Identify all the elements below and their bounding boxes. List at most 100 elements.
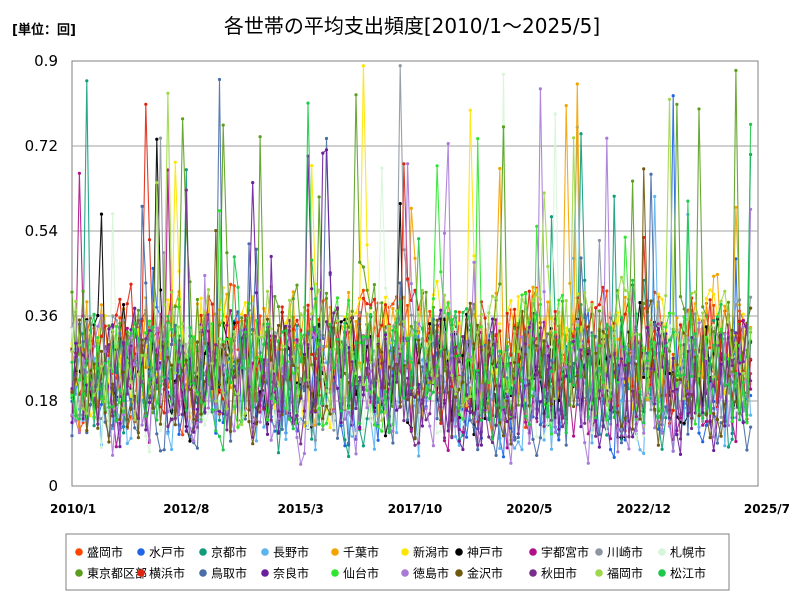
data-point [225,353,229,357]
data-point [232,369,236,373]
data-point [494,296,498,300]
data-point [232,321,236,325]
data-point [605,430,609,434]
data-point [712,330,716,334]
data-point [122,318,126,322]
data-point [254,247,258,251]
data-point [129,282,133,286]
data-point [225,428,229,432]
data-point [199,361,203,365]
data-point [335,436,340,440]
data-point [177,432,181,436]
data-point [524,420,528,424]
data-point [627,447,631,451]
data-point [136,436,140,440]
data-point [513,438,517,442]
data-point [701,423,705,427]
data-point [479,443,483,447]
data-point [372,297,376,301]
data-point [719,362,723,366]
data-point [358,375,362,379]
data-point [723,332,727,336]
data-point [586,349,590,353]
data-point [332,428,336,432]
data-point [597,303,602,307]
data-point [125,392,129,396]
data-point [439,270,443,274]
data-point [431,355,435,359]
data-point [376,438,380,442]
data-point [487,418,491,422]
legend-item: 東京都区部 [75,566,147,581]
data-point [575,373,579,378]
data-point [616,410,620,415]
data-point [125,441,129,446]
data-point [631,333,635,337]
data-point [428,309,432,314]
data-point [280,369,284,373]
data-point [350,360,354,364]
data-point [339,375,343,379]
data-point [229,439,233,443]
data-point [358,310,362,315]
legend-marker [401,548,409,556]
data-point [686,349,690,353]
data-point [439,405,443,409]
data-point [442,345,447,349]
data-point [656,386,661,390]
data-point [667,416,672,420]
data-point [634,356,638,360]
data-point [103,349,107,353]
data-point [402,320,406,324]
data-point [111,423,115,427]
data-point [664,325,668,329]
data-point [513,409,517,413]
data-point [111,212,115,216]
data-point [133,321,137,325]
data-point [221,340,225,344]
legend-item: 川崎市 [595,545,643,560]
data-point [457,439,461,443]
data-point [406,418,410,422]
data-point [557,438,561,442]
data-point [616,337,620,342]
data-point [601,380,605,384]
data-point [678,374,683,378]
data-point [690,291,694,295]
data-point [498,446,502,450]
data-point [280,330,284,334]
data-point [232,384,236,388]
data-point [295,338,299,342]
data-point [505,433,509,437]
data-point [738,320,742,324]
data-point [151,266,155,270]
data-point [564,360,568,364]
data-point [560,425,565,429]
data-point [749,122,753,126]
data-point [564,374,568,378]
data-point [376,421,380,425]
data-point [232,255,236,259]
data-point [509,413,513,417]
data-point [170,363,174,367]
data-point [122,340,126,344]
data-point [417,441,421,445]
data-point [671,94,675,98]
data-point [247,301,251,306]
data-point [217,383,222,387]
data-point [527,325,531,329]
data-point [306,331,310,335]
data-point [535,416,539,420]
data-point [520,297,524,301]
data-point [184,326,188,330]
data-point [181,322,185,326]
data-point [409,429,413,433]
data-point [162,375,166,379]
data-point [214,411,218,415]
data-point [291,371,295,375]
data-point [199,296,203,300]
data-point [291,363,295,367]
data-point [509,320,513,324]
data-point [649,340,653,344]
data-point [358,260,362,264]
